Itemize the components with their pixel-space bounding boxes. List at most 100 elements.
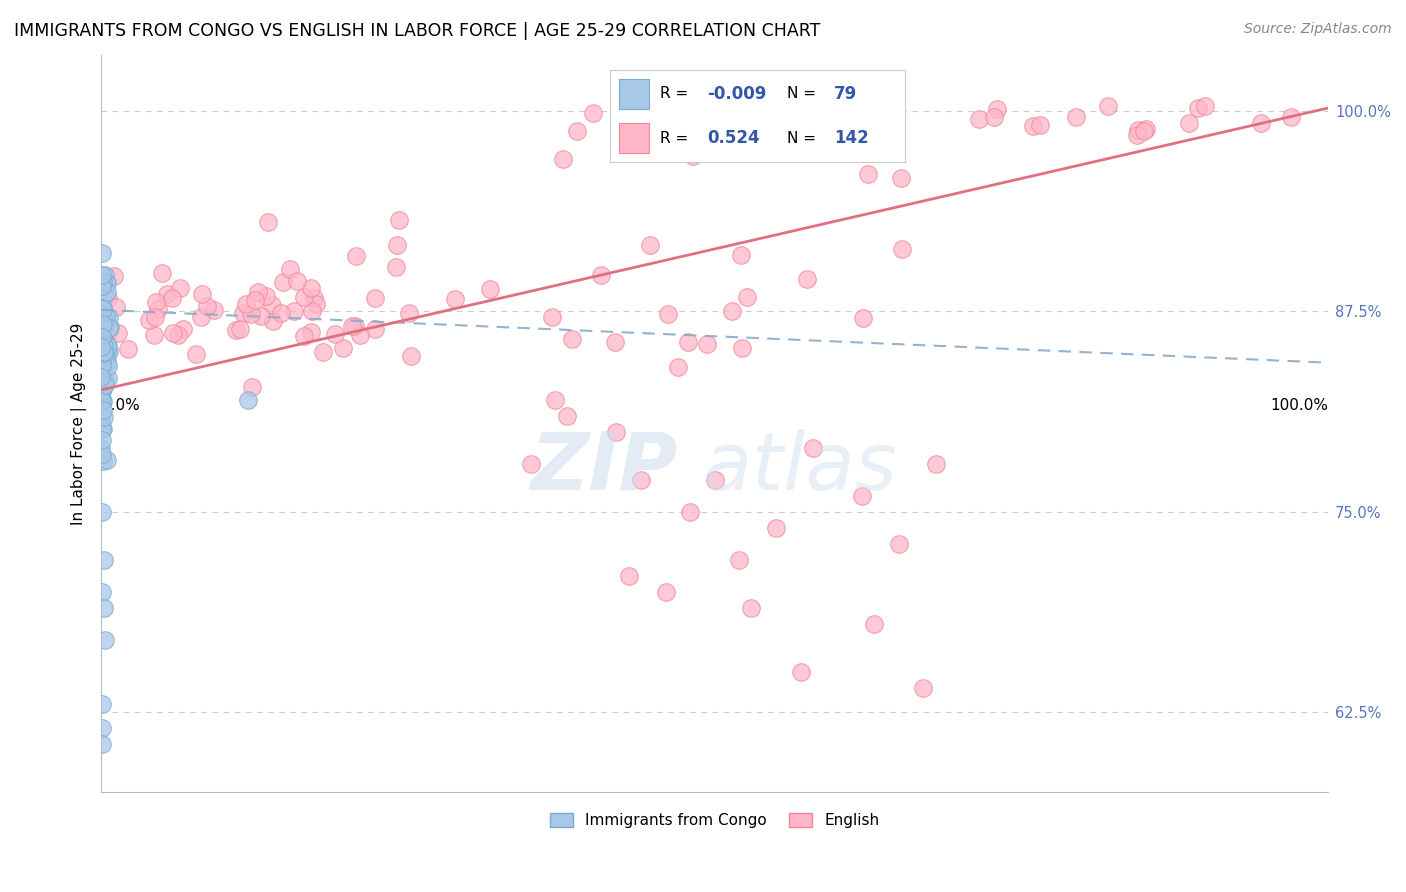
Point (342, 318, 364, 333)
Point (384, 260, 406, 274)
Point (301, 281, 323, 295)
Point (280, 262, 302, 277)
Point (730, 248, 752, 262)
Point (887, 537, 910, 551)
Point (1133, 124, 1156, 138)
Point (150, 266, 173, 280)
Point (304, 291, 326, 305)
Point (91, 584, 114, 599)
Point (801, 441, 824, 455)
Point (721, 304, 744, 318)
Point (104, 300, 127, 314)
Point (638, 237, 661, 252)
Point (91, 447, 114, 461)
Point (195, 299, 218, 313)
Point (91, 363, 114, 377)
Point (1250, 116, 1272, 130)
Point (91, 279, 114, 293)
Point (91, 275, 114, 289)
Point (90, 323, 112, 337)
Point (852, 310, 875, 325)
Point (190, 310, 212, 324)
Point (285, 275, 308, 289)
Point (229, 322, 252, 336)
Point (96, 310, 118, 325)
Point (254, 289, 277, 303)
Legend: Immigrants from Congo, English: Immigrants from Congo, English (541, 805, 887, 836)
Point (891, 242, 914, 256)
Point (97, 322, 120, 336)
Point (90, 441, 112, 455)
Point (603, 335, 626, 350)
Point (91, 345, 114, 359)
Point (749, 127, 772, 141)
Point (91, 348, 114, 362)
Point (96, 355, 118, 369)
Point (91, 268, 114, 282)
Point (93, 314, 115, 328)
Point (1022, 119, 1045, 133)
Point (557, 409, 579, 423)
Point (91, 278, 114, 293)
Point (94, 310, 117, 324)
Point (93, 344, 115, 359)
Point (91, 394, 114, 409)
Point (90, 358, 112, 372)
Point (97, 291, 120, 305)
Point (444, 292, 467, 306)
Point (1279, 110, 1302, 124)
Point (789, 665, 811, 679)
Point (1029, 118, 1052, 132)
Point (238, 392, 260, 407)
Point (142, 327, 165, 342)
Point (91, 317, 114, 331)
Point (103, 269, 125, 284)
Point (91, 301, 114, 316)
Point (693, 120, 716, 134)
Point (1125, 128, 1147, 142)
Point (156, 286, 179, 301)
Point (682, 149, 704, 163)
Point (1194, 99, 1216, 113)
Point (96, 277, 118, 291)
Point (91, 422, 114, 436)
Point (540, 310, 562, 324)
Point (607, 115, 630, 129)
Point (323, 326, 346, 341)
Text: 0.0%: 0.0% (101, 398, 139, 413)
Point (107, 326, 129, 340)
Point (91, 403, 114, 417)
Point (160, 291, 183, 305)
Point (138, 313, 160, 327)
Point (399, 349, 422, 363)
Point (731, 341, 754, 355)
Point (191, 287, 214, 301)
Point (247, 285, 270, 299)
Point (96, 349, 118, 363)
Point (91, 737, 114, 751)
Point (243, 293, 266, 307)
Point (91, 434, 114, 448)
Point (91, 384, 114, 398)
Point (793, 133, 815, 147)
Point (631, 99, 654, 113)
Point (735, 290, 758, 304)
Point (202, 302, 225, 317)
Point (97, 371, 120, 385)
Point (728, 552, 751, 566)
Point (839, 96, 862, 111)
Point (823, 105, 845, 120)
Point (630, 473, 652, 487)
Point (143, 310, 166, 324)
Point (856, 167, 879, 181)
Point (169, 280, 191, 294)
Point (544, 392, 567, 407)
Point (232, 306, 254, 320)
Point (651, 120, 673, 135)
Point (91, 321, 114, 335)
Point (567, 124, 589, 138)
Point (167, 327, 190, 342)
Point (349, 328, 371, 343)
Point (90, 355, 112, 369)
Point (582, 106, 605, 120)
